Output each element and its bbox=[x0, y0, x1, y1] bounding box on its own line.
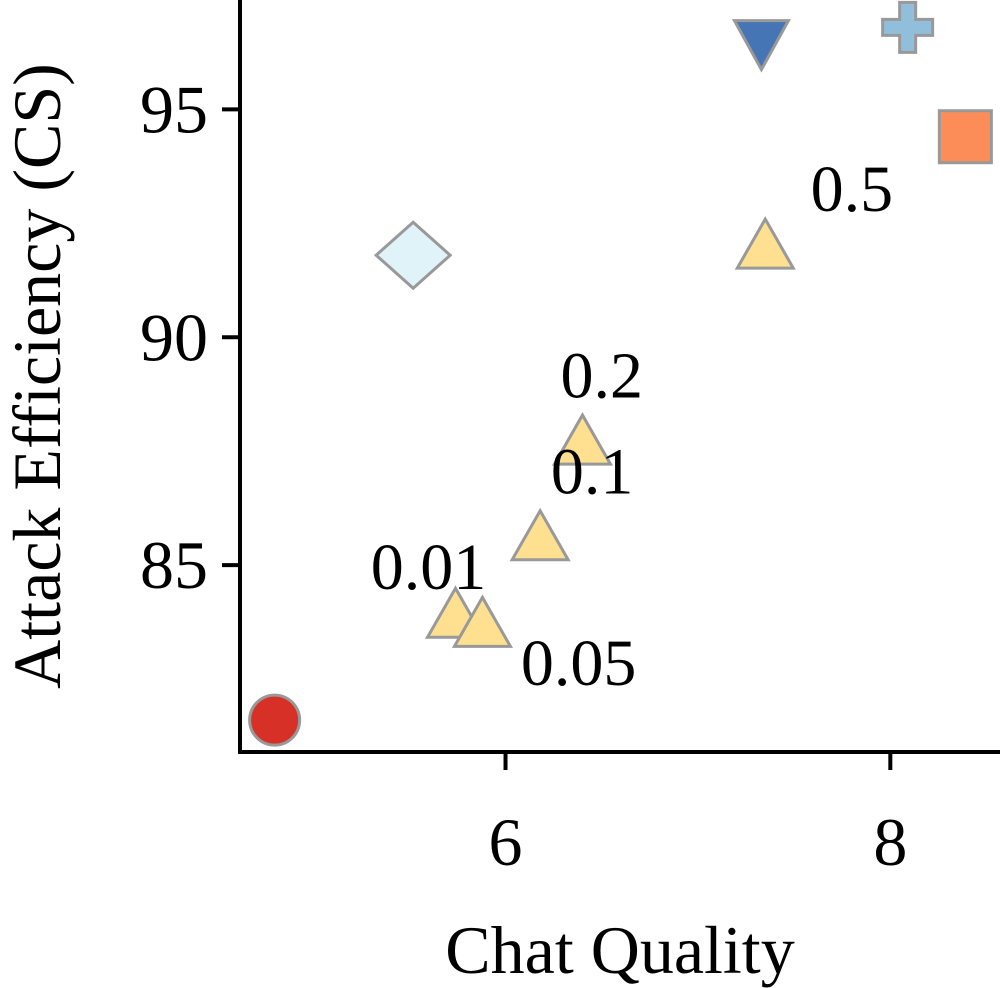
point-annotation: 0.1 bbox=[551, 435, 634, 508]
circle-marker bbox=[248, 693, 302, 747]
x-tick-label: 6 bbox=[489, 804, 523, 880]
y-tick-label: 85 bbox=[140, 527, 208, 603]
ticks-layer: 6 8 85 90 95 bbox=[140, 71, 907, 880]
triangle-up-marker bbox=[551, 412, 614, 466]
points-layer bbox=[248, 0, 993, 747]
square-marker bbox=[937, 109, 993, 165]
triangle-up-marker bbox=[451, 594, 514, 648]
triangle-up-marker bbox=[734, 216, 796, 270]
triangle-down-marker bbox=[731, 19, 791, 73]
diamond-marker bbox=[373, 220, 453, 291]
point-annotation: 0.01 bbox=[371, 531, 487, 604]
y-tick-label: 95 bbox=[140, 71, 208, 147]
annotations-layer: 0.5 0.2 0.1 0.01 0.05 bbox=[371, 153, 893, 700]
point-annotation: 0.05 bbox=[521, 627, 637, 700]
x-tick-label: 8 bbox=[873, 804, 907, 880]
y-tick-label: 90 bbox=[140, 299, 208, 375]
point-annotation: 0.2 bbox=[560, 340, 643, 413]
y-axis-label: Attack Efficiency (CS) bbox=[0, 63, 75, 689]
triangle-up-marker bbox=[509, 507, 571, 562]
plus-marker bbox=[881, 0, 935, 54]
x-axis-label: Chat Quality bbox=[445, 912, 794, 988]
point-annotation: 0.5 bbox=[811, 153, 894, 226]
